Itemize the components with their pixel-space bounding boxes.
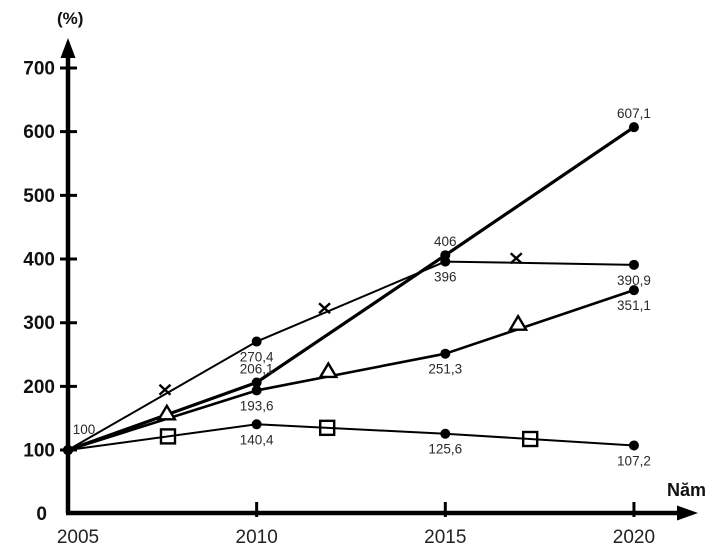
x-marker-icon (509, 252, 523, 265)
triangle-marker-icon (318, 361, 339, 379)
data-point (628, 440, 639, 451)
data-point-label: 390,9 (617, 273, 651, 288)
x-marker-icon (318, 302, 331, 315)
y-axis-tick-label: 100 (23, 441, 55, 462)
data-point (251, 336, 262, 347)
data-point (251, 377, 262, 388)
data-point (251, 385, 262, 396)
y-axis-tick-label: 500 (23, 186, 55, 207)
line-triangle-marker-line (67, 288, 635, 452)
labels-layer: 206,1 406 607,1 270,4 396 390,9 193,6 251,3 351,… (73, 106, 651, 468)
triangle-marker-icon (156, 403, 177, 421)
data-point-label: 206,1 (240, 361, 274, 376)
y-axis-tick-label: 0 (36, 504, 47, 525)
data-point (440, 348, 451, 359)
data-point (440, 428, 451, 439)
y-axis-arrow-icon (60, 38, 76, 58)
triangle-marker-icon (508, 313, 529, 331)
data-point (628, 259, 639, 270)
data-point (440, 256, 451, 267)
y-axis-tick-label: 400 (23, 250, 55, 271)
data-point (628, 122, 639, 133)
x-axis-tick-label: 2010 (236, 527, 278, 548)
y-axis-tick-label: 600 (23, 122, 55, 143)
x-axis-tick-label: 2015 (424, 527, 466, 548)
data-point-label: 193,6 (240, 398, 274, 413)
start-value-label: 100 (73, 422, 96, 437)
data-point (63, 445, 73, 456)
data-point (251, 419, 262, 430)
axes-layer: 0 100 200 300 400 500 600 700 2005 2010 2015 2020 (23, 38, 698, 548)
data-point-label: 140,4 (240, 432, 274, 447)
data-point-label: 270,4 (240, 350, 274, 365)
data-point (628, 285, 639, 296)
series-layer (63, 122, 639, 456)
square-marker-icon (159, 428, 177, 445)
line-x-marker-line (67, 260, 634, 451)
x-axis-tick-label: 2005 (57, 527, 99, 548)
x-axis-arrow-icon (677, 505, 698, 521)
square-marker-icon (319, 419, 336, 437)
line-square-marker-line (67, 423, 635, 452)
data-point-label: 406 (434, 234, 457, 249)
y-axis-tick-label: 200 (23, 377, 55, 398)
data-point-label: 107,2 (617, 453, 651, 468)
y-axis-tick-label: 300 (23, 313, 55, 334)
data-point-label: 125,6 (428, 442, 462, 457)
x-marker-icon (158, 383, 172, 396)
square-marker-icon (521, 430, 539, 448)
data-point-label: 251,3 (428, 362, 462, 377)
data-point-label: 607,1 (617, 106, 651, 121)
data-point-label: 351,1 (617, 298, 651, 313)
x-axis-tick-label: 2020 (613, 527, 655, 548)
x-axis-name-label: Năm (667, 480, 706, 500)
y-axis-tick-label: 700 (23, 59, 55, 80)
y-axis-unit-label: (%) (57, 9, 83, 28)
data-point-label: 396 (434, 270, 457, 285)
